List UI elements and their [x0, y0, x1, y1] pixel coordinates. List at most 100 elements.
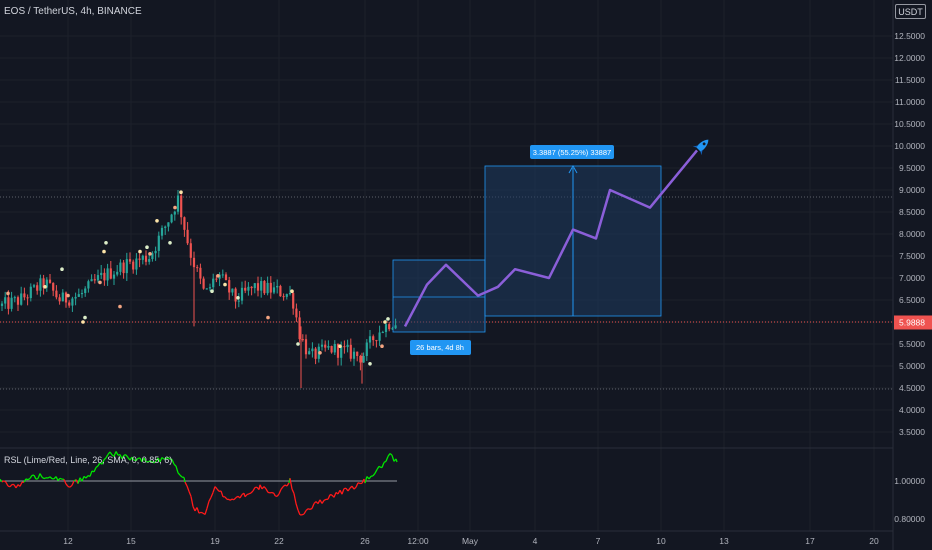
rsl-segment: [19, 481, 23, 487]
candle-body: [279, 285, 282, 297]
time-tick-label: 26: [360, 536, 370, 546]
candle-body: [368, 336, 372, 343]
rsl-segment: [228, 498, 231, 501]
time-tick-label: 12: [63, 536, 73, 546]
currency-button[interactable]: USDT: [895, 4, 926, 19]
signal-dot: [155, 219, 159, 223]
candle-body: [282, 296, 285, 298]
rsl-segment: [216, 488, 220, 492]
candle-body: [391, 328, 394, 330]
rsl-segment: [23, 478, 27, 483]
rsl-segment: [200, 511, 204, 514]
candle-body: [29, 286, 32, 299]
price-tick-label: 5.5000: [899, 339, 925, 349]
rsl-segment: [163, 458, 167, 460]
candle-body: [269, 282, 272, 293]
rsl-segment: [77, 477, 81, 484]
rsl-segment: [311, 503, 315, 509]
rsl-segment: [321, 500, 325, 504]
candle-body: [384, 324, 388, 332]
rsl-segment: [109, 451, 113, 456]
candle-body: [308, 351, 311, 355]
rsl-segment: [186, 485, 190, 492]
bars-label-box: [410, 340, 471, 355]
candle-body: [240, 287, 244, 301]
candle-body: [100, 272, 103, 276]
rsl-segment: [41, 476, 45, 480]
candle-body: [74, 296, 77, 299]
time-tick-label: 17: [805, 536, 815, 546]
rsl-segment: [293, 493, 297, 504]
rsl-segment: [381, 462, 385, 468]
signal-dot: [66, 293, 70, 298]
candle-body: [304, 339, 308, 355]
candle-body: [144, 255, 148, 262]
current-price-label: 5.9888: [899, 317, 925, 327]
rsl-segment: [220, 490, 224, 497]
rsl-segment: [9, 484, 13, 488]
candle-body: [250, 286, 253, 289]
candle-body: [365, 342, 368, 356]
candle-body: [189, 243, 192, 258]
rsl-segment: [105, 454, 109, 459]
candle-body: [359, 355, 362, 363]
candle-body: [84, 288, 87, 294]
signal-dot: [338, 344, 342, 349]
candle-body: [141, 255, 144, 260]
candle-body: [167, 222, 170, 227]
candle-body: [388, 324, 391, 330]
candle-body: [39, 278, 42, 291]
rsl-segment: [5, 481, 9, 487]
signal-dot: [216, 274, 220, 278]
rsl-segment: [125, 454, 129, 458]
candle-body: [343, 346, 346, 348]
candle-body: [176, 195, 180, 212]
rsl-segment: [206, 500, 210, 509]
candle-body: [218, 274, 221, 279]
rsl-segment: [183, 477, 186, 483]
candle-body: [128, 259, 132, 262]
rsl-segment: [143, 457, 147, 463]
rsl-segment: [208, 497, 212, 502]
rsl-segment: [192, 506, 196, 512]
rsl-segment: [259, 484, 263, 490]
rsl-segment: [389, 453, 393, 456]
rsl-segment: [212, 486, 216, 493]
price-tick-label: 11.0000: [895, 97, 925, 107]
rsl-segment: [171, 459, 175, 465]
rsl-segment: [295, 503, 299, 511]
rsl-segment: [115, 451, 119, 456]
candle-body: [87, 281, 90, 289]
signal-dot: [81, 320, 85, 324]
rsl-segment: [276, 493, 280, 497]
candle-body: [333, 344, 336, 353]
candle-body: [173, 211, 176, 215]
projection-line: [403, 149, 698, 327]
price-tick-label: 11.5000: [895, 75, 925, 85]
rsl-segment: [309, 507, 313, 510]
rsl-segment: [25, 478, 29, 481]
candle-body: [320, 344, 324, 347]
rsl-segment: [1, 480, 5, 483]
signal-dot: [173, 205, 177, 210]
rsl-segment: [214, 486, 218, 490]
candle-body: [90, 279, 93, 282]
signal-dot: [102, 249, 106, 254]
rsl-segment: [151, 461, 155, 464]
rsl-segment: [263, 486, 267, 490]
rsl-segment: [0, 478, 3, 483]
rsl-segment: [274, 495, 278, 498]
rsl-segment: [47, 476, 51, 479]
candle-body: [285, 294, 288, 297]
rsl-segment: [303, 510, 307, 515]
candle-body: [112, 274, 116, 279]
candle-body: [23, 293, 26, 298]
rsl-segment: [196, 507, 200, 514]
rocket-fin: [700, 149, 703, 156]
price-tick-label: 12.5000: [894, 31, 925, 41]
candle-body: [48, 279, 52, 283]
rsl-segment: [273, 493, 276, 496]
rsl-segment: [133, 459, 137, 462]
time-tick-label: 15: [126, 536, 136, 546]
